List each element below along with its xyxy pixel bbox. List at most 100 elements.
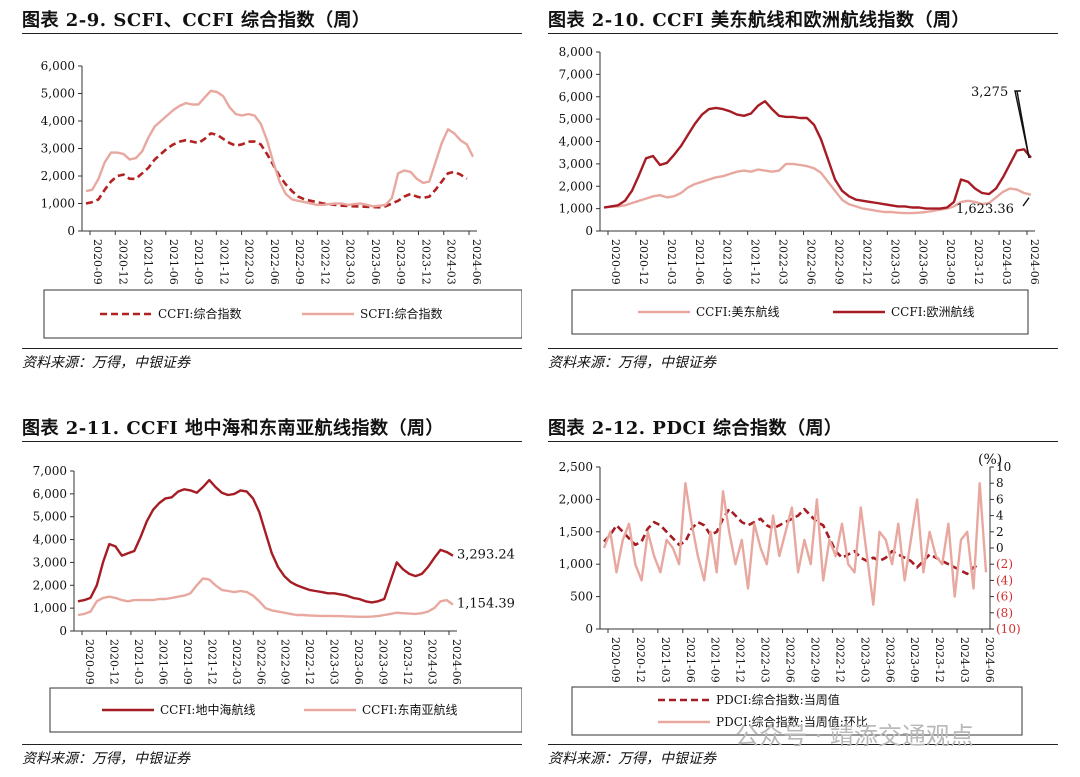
chart4-plot: 0 500 1,000 1,500 2,000 2,500 (10) (8) (6) (4) (2)… (559, 452, 1023, 736)
legend-label-0: PDCI:综合指数:当周值 (716, 692, 840, 707)
x-tick-label: 2022-12 (318, 239, 331, 285)
y2-tick-label: (10) (996, 622, 1021, 636)
annotation-label: 3,275 (971, 85, 1008, 100)
x-tick-label: 2022-09 (832, 239, 845, 285)
y-tick-label: 0 (67, 224, 75, 238)
x-tick-label: 2023-06 (352, 639, 365, 685)
x-tick-label: 2020-12 (634, 637, 647, 683)
x-tick-label: 2021-06 (684, 637, 697, 683)
series-line-0 (77, 478, 454, 604)
chart1-plot: 0 1,000 2,000 3,000 4,000 5,000 6,000 2020-09 20… (41, 59, 522, 339)
x-tick-label: 2023-03 (888, 239, 901, 285)
x-tick-label: 2021-09 (709, 637, 722, 683)
y-tick-label: 5,000 (33, 510, 67, 524)
chart2-source: 资料来源：万得，中银证券 (548, 355, 716, 371)
x-tick-label: 2021-06 (167, 239, 180, 285)
annotation-leader (1016, 90, 1030, 158)
x-tick-label: 2020-09 (609, 637, 622, 683)
x-tick-label: 2023-12 (933, 637, 946, 683)
chart3-bottom-rule (22, 744, 522, 745)
chart2-title: 图表 2-10. CCFI 美东航线和欧洲航线指数（周） (548, 10, 970, 31)
y-tick-label: 2,000 (41, 169, 75, 183)
x-tick-label: 2024-06 (470, 239, 483, 285)
annotation-label: 1,623.36 (956, 202, 1014, 217)
y-tick-label: 7,000 (559, 67, 593, 81)
x-tick-label: 2022-03 (243, 239, 256, 285)
x-tick-label: 2023-06 (916, 239, 929, 285)
x-tick-label: 2021-03 (142, 239, 155, 285)
chart4-top-rule (548, 441, 1058, 442)
y-tick-label: 1,000 (41, 197, 75, 211)
chart2-bottom-rule (548, 348, 1058, 349)
x-tick-label: 2022-09 (279, 639, 292, 685)
x-tick-label: 2022-06 (268, 239, 281, 285)
x-tick-label: 2023-09 (908, 637, 921, 683)
legend-box (571, 289, 1029, 335)
x-tick-label: 2023-09 (944, 239, 957, 285)
y-tick-label: 1,000 (559, 557, 593, 571)
y2-tick-label: 2 (996, 525, 1004, 539)
x-tick-label: 2022-03 (759, 637, 772, 683)
x-tick-label: 2023-03 (858, 637, 871, 683)
chart4-title: 图表 2-12. PDCI 综合指数（周） (548, 418, 843, 439)
y-tick-label: 4,000 (33, 533, 67, 547)
x-tick-label: 2020-09 (83, 639, 96, 685)
y-tick-label: 3,000 (41, 142, 75, 156)
chart1-title: 图表 2-9. SCFI、CCFI 综合指数（周） (22, 10, 371, 31)
y-tick-label: 0 (585, 224, 593, 238)
legend-label-0: CCFI:美东航线 (696, 304, 779, 319)
y2-tick-label: (6) (996, 590, 1013, 604)
y-tick-label: 6,000 (559, 90, 593, 104)
x-tick-label: 2020-12 (637, 239, 650, 285)
x-tick-label: 2020-09 (609, 239, 622, 285)
series-line-1 (85, 89, 475, 208)
y2-tick-label: (4) (996, 573, 1013, 587)
series-line-1 (602, 482, 988, 606)
legend-box (49, 687, 522, 733)
chart1-source: 资料来源：万得，中银证券 (22, 355, 190, 371)
legend-box (43, 289, 522, 339)
x-tick-label: 2020-12 (116, 239, 129, 285)
y-tick-label: 4,000 (559, 135, 593, 149)
y-tick-label: 2,000 (559, 492, 593, 506)
x-tick-label: 2024-06 (1028, 239, 1041, 285)
x-tick-label: 2023-03 (344, 239, 357, 285)
y-tick-label: 1,000 (559, 202, 593, 216)
x-tick-label: 2024-03 (426, 639, 439, 685)
y-tick-label: 3,000 (559, 157, 593, 171)
x-tick-label: 2024-06 (983, 637, 996, 683)
chart1-top-rule (22, 33, 522, 34)
x-tick-label: 2024-06 (450, 639, 463, 685)
chart3-source: 资料来源：万得，中银证券 (22, 751, 190, 767)
x-tick-label: 2022-03 (777, 239, 790, 285)
x-tick-label: 2022-09 (808, 637, 821, 683)
watermark: 公众号 · 靖添交通观点 (735, 722, 974, 750)
x-tick-label: 2021-06 (693, 239, 706, 285)
legend-label-1: PDCI:综合指数:当周值:环比 (716, 714, 868, 729)
chart1-bottom-rule (22, 348, 522, 349)
x-tick-label: 2022-06 (784, 637, 797, 683)
series-line-0 (603, 162, 1032, 215)
x-tick-label: 2020-12 (107, 639, 120, 685)
y2-tick-label: 4 (996, 509, 1004, 523)
y2-tick-label: 0 (996, 541, 1004, 555)
legend-label-0: CCFI:地中海航线 (160, 702, 255, 717)
y2-tick-label: (8) (996, 606, 1013, 620)
x-tick-label: 2023-12 (401, 639, 414, 685)
legend-label-1: CCFI:欧洲航线 (891, 304, 974, 319)
y-tick-label: 2,500 (559, 460, 593, 474)
y-tick-label: 2,000 (559, 179, 593, 193)
y-tick-label: 8,000 (559, 45, 593, 59)
x-tick-label: 2023-03 (328, 639, 341, 685)
series-line-1 (77, 577, 454, 619)
y-tick-label: 500 (570, 590, 593, 604)
x-tick-label: 2022-03 (230, 639, 243, 685)
x-tick-label: 2024-03 (445, 239, 458, 285)
y-tick-label: 5,000 (41, 87, 75, 101)
x-tick-label: 2022-06 (805, 239, 818, 285)
y-tick-label: 1,500 (559, 525, 593, 539)
y2-tick-label: 8 (996, 476, 1004, 490)
x-tick-label: 2022-12 (833, 637, 846, 683)
y2-tick-label: (2) (996, 557, 1013, 571)
y-tick-label: 6,000 (33, 487, 67, 501)
